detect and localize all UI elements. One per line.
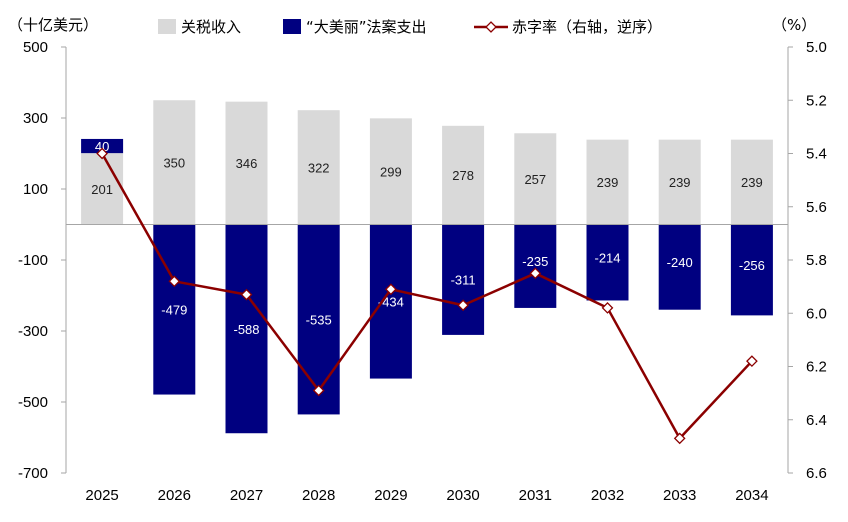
right-tick-label: 5.2	[806, 92, 827, 109]
obbb-bar	[442, 224, 485, 335]
right-tick-label: 6.0	[806, 305, 827, 322]
tariff-bar	[297, 110, 340, 225]
tariff-bar	[442, 125, 485, 225]
tariff-bar-label: 299	[380, 164, 402, 179]
obbb-bar-label: -311	[451, 273, 476, 288]
right-axis-ticks: 5.0 5.2 5.4 5.6 5.8 6.0 6.2 6.4 6.6	[788, 39, 827, 482]
right-tick-label: 5.8	[806, 252, 827, 269]
right-tick-label: 6.2	[806, 359, 827, 376]
x-tick-label: 2031	[519, 487, 552, 504]
obbb-bar	[658, 224, 701, 310]
tariff-bar	[586, 139, 629, 225]
tariff-bar-label: 239	[597, 175, 619, 190]
right-axis-unit: （%）	[772, 16, 816, 34]
legend-swatch-obbb	[283, 19, 301, 34]
tariff-bar-label: 350	[163, 155, 185, 170]
tariff-bar	[153, 100, 196, 225]
left-axis-ticks: 500 300 100 -100 -300 -500 -700	[18, 39, 66, 482]
left-tick-label: -500	[18, 394, 48, 411]
obbb-bar	[586, 224, 629, 301]
tariff-bar	[369, 118, 412, 225]
tariff-bar	[81, 153, 124, 225]
tariff-bar	[225, 101, 268, 225]
obbb-bar-label: -235	[522, 254, 548, 269]
tariff-bar-label: 322	[308, 160, 330, 175]
x-tick-label: 2028	[302, 487, 335, 504]
tariff-bar	[514, 133, 557, 225]
tariff-bar-label: 257	[524, 172, 546, 187]
right-tick-label: 5.4	[806, 146, 827, 163]
obbb-bar	[730, 224, 773, 316]
obbb-bar	[297, 224, 340, 415]
obbb-bar-label: -214	[594, 250, 620, 265]
deficit-point	[385, 283, 397, 296]
obbb-bar-label: 40	[95, 139, 109, 154]
deficit-series	[96, 147, 758, 445]
x-tick-label: 2027	[230, 487, 263, 504]
deficit-point	[746, 355, 758, 368]
x-tick-label: 2029	[374, 487, 407, 504]
obbb-bar	[153, 224, 196, 395]
tariff-bar-label: 201	[91, 182, 113, 197]
obbb-bar-label: -588	[233, 322, 259, 337]
left-axis-unit: （十亿美元）	[8, 16, 98, 34]
deficit-point	[601, 302, 614, 314]
deficit-point	[240, 288, 253, 301]
tariff-bar-label: 278	[452, 168, 474, 183]
obbb-bar-label: -240	[667, 255, 693, 270]
x-tick-label: 2030	[446, 487, 479, 504]
obbb-bar	[514, 224, 557, 308]
x-tick-label: 2026	[158, 487, 191, 504]
deficit-point	[96, 147, 108, 160]
x-tick-label: 2034	[735, 487, 768, 504]
left-tick-label: -700	[18, 465, 48, 482]
right-tick-label: 6.6	[806, 465, 827, 482]
tariff-bar	[658, 139, 701, 225]
obbb-bar	[225, 224, 268, 434]
obbb-bar-label: -479	[161, 303, 187, 318]
tariff-bar	[730, 139, 773, 225]
bars	[81, 100, 773, 434]
right-tick-label: 5.0	[806, 39, 827, 56]
legend-swatch-tariff	[158, 19, 176, 34]
left-tick-label: 100	[23, 181, 48, 198]
x-tick-label: 2033	[663, 487, 696, 504]
obbb-bar-label: -256	[739, 258, 765, 273]
x-tick-label: 2032	[591, 487, 624, 504]
obbb-bar-label: -535	[306, 312, 332, 327]
tariff-bar-label: 346	[236, 156, 258, 171]
deficit-point	[168, 275, 181, 288]
legend-label-deficit: 赤字率（右轴，逆序）	[512, 18, 662, 36]
x-axis-labels: 2025 2026 2027 2028 2029 2030 2031 2032 2033 2034	[85, 487, 768, 504]
left-tick-label: 300	[23, 110, 48, 127]
legend-label-obbb: “大美丽”法案支出	[306, 18, 427, 36]
deficit-point	[529, 267, 542, 280]
left-tick-label: 500	[23, 39, 48, 56]
right-tick-label: 5.6	[806, 199, 827, 216]
bar-labels: 20140350-479346-588322-535299-434278-311…	[91, 139, 765, 337]
x-tick-label: 2025	[85, 487, 118, 504]
legend-label-tariff: 关税收入	[181, 18, 241, 36]
tariff-bar-label: 239	[669, 175, 691, 190]
legend: 关税收入 “大美丽”法案支出 赤字率（右轴，逆序）	[158, 18, 662, 36]
deficit-point	[673, 432, 686, 445]
deficit-point	[312, 384, 325, 397]
left-tick-label: -100	[18, 252, 48, 269]
obbb-bar	[369, 224, 412, 379]
deficit-line-path	[101, 152, 753, 440]
tariff-bar-label: 239	[741, 175, 763, 190]
left-tick-label: -300	[18, 323, 48, 340]
right-tick-label: 6.4	[806, 412, 827, 429]
obbb-bar	[81, 138, 124, 154]
legend-marker-deficit	[485, 21, 497, 33]
deficit-point	[457, 299, 469, 312]
